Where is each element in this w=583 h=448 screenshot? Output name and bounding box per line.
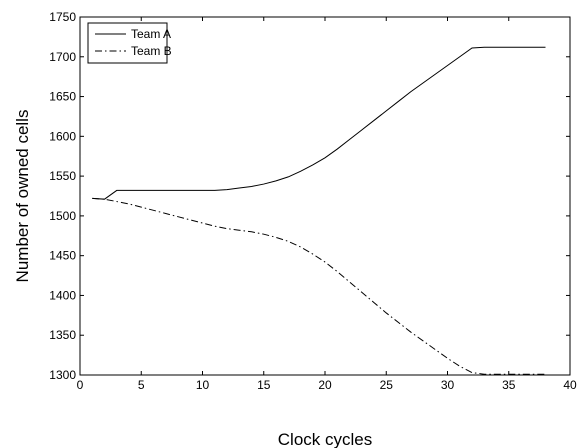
x-tick-label: 15 xyxy=(257,378,271,392)
plot-area xyxy=(80,17,570,375)
x-tick-label: 40 xyxy=(563,378,577,392)
x-tick-label: 30 xyxy=(441,378,455,392)
x-tick-label: 35 xyxy=(502,378,516,392)
legend: Team A Team B xyxy=(88,23,172,63)
legend-label-team-b: Team B xyxy=(131,44,172,58)
x-axis-title: Clock cycles xyxy=(278,430,372,448)
y-tick-label: 1700 xyxy=(49,50,76,64)
y-tick-label: 1750 xyxy=(49,10,76,24)
x-tick-label: 25 xyxy=(380,378,394,392)
y-tick-label: 1500 xyxy=(49,209,76,223)
y-tick-label: 1350 xyxy=(49,328,76,342)
x-tick-label: 20 xyxy=(318,378,332,392)
y-tick-label: 1400 xyxy=(49,288,76,302)
x-tick-label: 5 xyxy=(138,378,145,392)
x-tick-label: 10 xyxy=(196,378,210,392)
y-tick-label: 1650 xyxy=(49,90,76,104)
y-tick-label: 1300 xyxy=(49,368,76,382)
y-tick-label: 1600 xyxy=(49,129,76,143)
legend-label-team-a: Team A xyxy=(131,27,171,41)
y-tick-label: 1450 xyxy=(49,249,76,263)
y-axis-title: Number of owned cells xyxy=(13,110,32,283)
x-tick-label: 0 xyxy=(77,378,84,392)
y-tick-label: 1550 xyxy=(49,169,76,183)
